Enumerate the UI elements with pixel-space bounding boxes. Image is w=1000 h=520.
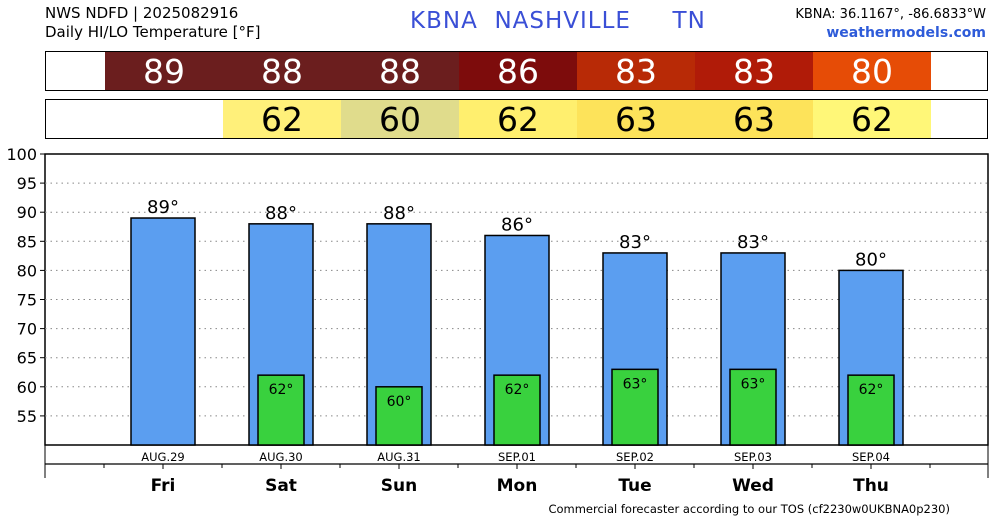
state-name: TN: [672, 8, 706, 34]
site-link[interactable]: weathermodels.com: [826, 25, 986, 41]
city-name: NASHVILLE: [494, 8, 631, 34]
y-tick-label: 80: [17, 261, 37, 280]
low-temp-cell: 62: [223, 100, 341, 139]
low-temp-cell: 63: [695, 100, 813, 139]
low-temp-bar: [611, 368, 659, 446]
high-temp-label: 88°: [383, 203, 415, 224]
day-tick-label: Mon: [497, 476, 538, 496]
low-temp-bar: [375, 386, 423, 446]
low-temp-label: 62°: [859, 382, 884, 398]
date-tick-label: SEP.01: [498, 450, 536, 464]
day-tick-label: Sun: [381, 476, 417, 496]
high-temp-label: 83°: [737, 232, 769, 253]
high-temp-label: 89°: [147, 197, 179, 218]
high-temp-cell: 83: [577, 52, 695, 91]
high-temp-label: 86°: [501, 214, 533, 235]
product-line: NWS NDFD | 2025082916: [45, 4, 239, 22]
date-tick-label: AUG.29: [141, 450, 184, 464]
y-tick-label: 100: [6, 145, 37, 164]
date-tick-label: SEP.04: [852, 450, 890, 464]
day-tick-label: Sat: [265, 476, 297, 496]
high-temp-label: 88°: [265, 203, 297, 224]
footer-note: Commercial forecaster according to our T…: [548, 502, 950, 516]
station-id: KBNA: [410, 8, 478, 34]
low-temp-cell: 60: [341, 100, 459, 139]
y-tick-label: 90: [17, 203, 37, 222]
low-temp-bar: [493, 374, 541, 446]
low-temp-bar: [847, 374, 895, 446]
date-tick-label: SEP.02: [616, 450, 654, 464]
header-right: KBNA: 36.1167°, -86.6833°W weathermodels…: [795, 6, 986, 42]
y-tick-label: 60: [17, 378, 37, 397]
day-tick-label: Fri: [151, 476, 176, 496]
day-tick-label: Tue: [618, 476, 651, 496]
low-temp-label: 62°: [505, 382, 530, 398]
y-tick-label: 75: [17, 291, 37, 310]
high-temp-strip: 89 88 88 86 83 83 80: [45, 51, 988, 91]
high-temp-bar: [130, 217, 196, 446]
high-temp-label: 83°: [619, 232, 651, 253]
high-temp-cell: 88: [341, 52, 459, 91]
y-tick-label: 55: [17, 407, 37, 426]
high-temp-cell: 83: [695, 52, 813, 91]
station-title: KBNA NASHVILLE TN: [410, 8, 706, 34]
high-temp-cell: 89: [105, 52, 223, 91]
high-temp-cell: 88: [223, 52, 341, 91]
header-left: NWS NDFD | 2025082916 Daily HI/LO Temper…: [45, 4, 261, 42]
low-temp-cell: 63: [577, 100, 695, 139]
day-tick-label: Wed: [732, 476, 774, 496]
y-tick-label: 65: [17, 349, 37, 368]
low-temp-bar: [729, 368, 777, 446]
low-temp-label: 62°: [269, 382, 294, 398]
low-temp-cell: 62: [813, 100, 931, 139]
variable-line: Daily HI/LO Temperature [°F]: [45, 23, 261, 41]
day-tick-label: Thu: [853, 476, 889, 496]
low-temp-strip: 62 60 62 63 63 62: [45, 99, 988, 139]
y-tick-label: 85: [17, 232, 37, 251]
low-temp-cell: [105, 100, 223, 138]
low-temp-label: 63°: [741, 376, 766, 392]
high-temp-cell: 80: [813, 52, 931, 91]
high-temp-cell: 86: [459, 52, 577, 91]
low-temp-bar: [257, 374, 305, 446]
date-tick-label: AUG.31: [377, 450, 420, 464]
low-temp-label: 63°: [623, 376, 648, 392]
y-tick-label: 95: [17, 174, 37, 193]
low-temp-cell: 62: [459, 100, 577, 139]
low-temp-label: 60°: [387, 394, 412, 410]
high-temp-label: 80°: [855, 249, 887, 270]
coordinates: KBNA: 36.1167°, -86.6833°W: [795, 7, 986, 22]
y-tick-label: 70: [17, 320, 37, 339]
date-tick-label: AUG.30: [259, 450, 302, 464]
date-tick-label: SEP.03: [734, 450, 772, 464]
